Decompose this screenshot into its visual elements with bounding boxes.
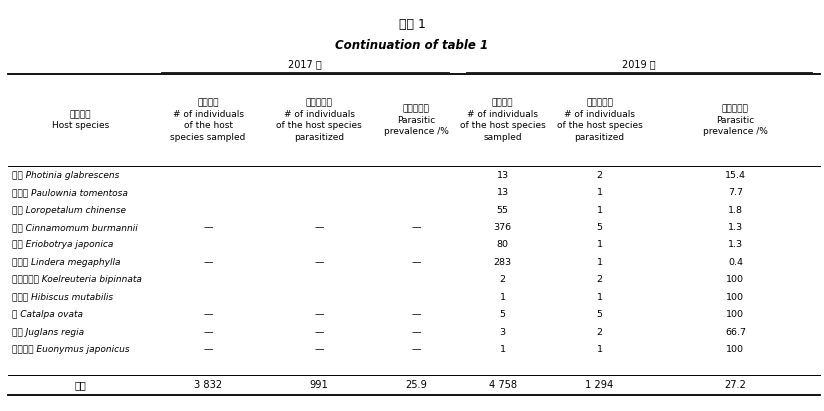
Text: 1: 1	[597, 293, 602, 302]
Text: —: —	[315, 328, 324, 337]
Text: Continuation of table 1: Continuation of table 1	[335, 39, 489, 52]
Text: 1: 1	[499, 293, 506, 302]
Text: 1: 1	[597, 258, 602, 267]
Text: 15.4: 15.4	[725, 171, 746, 180]
Text: —: —	[204, 328, 213, 337]
Text: 376: 376	[494, 223, 512, 232]
Text: 283: 283	[494, 258, 512, 267]
Text: 5: 5	[597, 310, 602, 319]
Text: 100: 100	[727, 310, 744, 319]
Text: 5: 5	[597, 223, 602, 232]
Text: 檵木 Loropetalum chinense: 檵木 Loropetalum chinense	[12, 206, 126, 215]
Text: 7.7: 7.7	[728, 188, 743, 197]
Text: 寄生感染率
Parasitic
prevalence /%: 寄生感染率 Parasitic prevalence /%	[703, 104, 768, 136]
Text: 13: 13	[497, 171, 508, 180]
Text: —: —	[204, 223, 213, 232]
Text: —: —	[411, 328, 421, 337]
Text: 100: 100	[727, 345, 744, 354]
Text: —: —	[204, 258, 213, 267]
Text: —: —	[315, 345, 324, 354]
Text: —: —	[204, 345, 213, 354]
Text: 总计: 总计	[74, 380, 87, 390]
Text: 3: 3	[499, 328, 506, 337]
Text: 续表 1: 续表 1	[399, 18, 425, 32]
Text: 寄主数量
# of individuals
of the host species
sampled: 寄主数量 # of individuals of the host specie…	[460, 99, 545, 142]
Text: 1: 1	[597, 240, 602, 249]
Text: 100: 100	[727, 293, 744, 302]
Text: 寄主植物
Host species: 寄主植物 Host species	[52, 110, 109, 130]
Text: 毛泡桐 Paulownia tomentosa: 毛泡桐 Paulownia tomentosa	[12, 188, 129, 197]
Text: 991: 991	[310, 380, 329, 390]
Text: 被寄生数量
# of individuals
of the host species
parasitized: 被寄生数量 # of individuals of the host speci…	[556, 99, 643, 142]
Text: 1: 1	[597, 188, 602, 197]
Text: —: —	[411, 258, 421, 267]
Text: 55: 55	[497, 206, 508, 215]
Text: 梓 Catalpa ovata: 梓 Catalpa ovata	[12, 310, 83, 319]
Text: —: —	[315, 223, 324, 232]
Text: 枇杷 Eriobotrya japonica: 枇杷 Eriobotrya japonica	[12, 240, 114, 249]
Text: 5: 5	[499, 310, 506, 319]
Text: 3 832: 3 832	[194, 380, 222, 390]
Text: 1.3: 1.3	[728, 240, 743, 249]
Text: 被寄生数量
# of individuals
of the host species
parasitized: 被寄生数量 # of individuals of the host speci…	[276, 99, 363, 142]
Text: 冬青卫矛 Euonymus japonicus: 冬青卫矛 Euonymus japonicus	[12, 345, 130, 354]
Text: 2: 2	[597, 328, 602, 337]
Text: 100: 100	[727, 275, 744, 284]
Text: 2: 2	[597, 275, 602, 284]
Text: 2: 2	[597, 171, 602, 180]
Text: 4 758: 4 758	[489, 380, 517, 390]
Text: 13: 13	[497, 188, 508, 197]
Text: 66.7: 66.7	[725, 328, 746, 337]
Text: 1: 1	[499, 345, 506, 354]
Text: —: —	[315, 310, 324, 319]
Text: 寄主数量
# of individuals
of the host
species sampled: 寄主数量 # of individuals of the host specie…	[171, 99, 246, 142]
Text: —: —	[315, 258, 324, 267]
Text: 1.8: 1.8	[728, 206, 743, 215]
Text: 2019 年: 2019 年	[622, 59, 655, 69]
Text: 25.9: 25.9	[405, 380, 427, 390]
Text: 1: 1	[597, 345, 602, 354]
Text: 2: 2	[499, 275, 506, 284]
Text: 寄生感染率
Parasitic
prevalence /%: 寄生感染率 Parasitic prevalence /%	[384, 104, 448, 136]
Text: —: —	[411, 345, 421, 354]
Text: 1.3: 1.3	[728, 223, 743, 232]
Text: 芸香 Cinnamomum burmannii: 芸香 Cinnamomum burmannii	[12, 223, 138, 232]
Text: 复羽叶栾树 Koelreuteria bipinnata: 复羽叶栾树 Koelreuteria bipinnata	[12, 275, 143, 284]
Text: 1 294: 1 294	[585, 380, 614, 390]
Text: 1: 1	[597, 206, 602, 215]
Text: 80: 80	[497, 240, 508, 249]
Text: 胡桃 Juglans regia: 胡桃 Juglans regia	[12, 328, 85, 337]
Text: 27.2: 27.2	[724, 380, 747, 390]
Text: 石楠 Photinia glabrescens: 石楠 Photinia glabrescens	[12, 171, 119, 180]
Text: 木芙蓉 Hibiscus mutabilis: 木芙蓉 Hibiscus mutabilis	[12, 293, 114, 302]
Text: —: —	[411, 223, 421, 232]
Text: 0.4: 0.4	[728, 258, 743, 267]
Text: —: —	[204, 310, 213, 319]
Text: —: —	[411, 310, 421, 319]
Text: 2017 年: 2017 年	[288, 59, 321, 69]
Text: 乌克槲 Lindera megaphylla: 乌克槲 Lindera megaphylla	[12, 258, 121, 267]
